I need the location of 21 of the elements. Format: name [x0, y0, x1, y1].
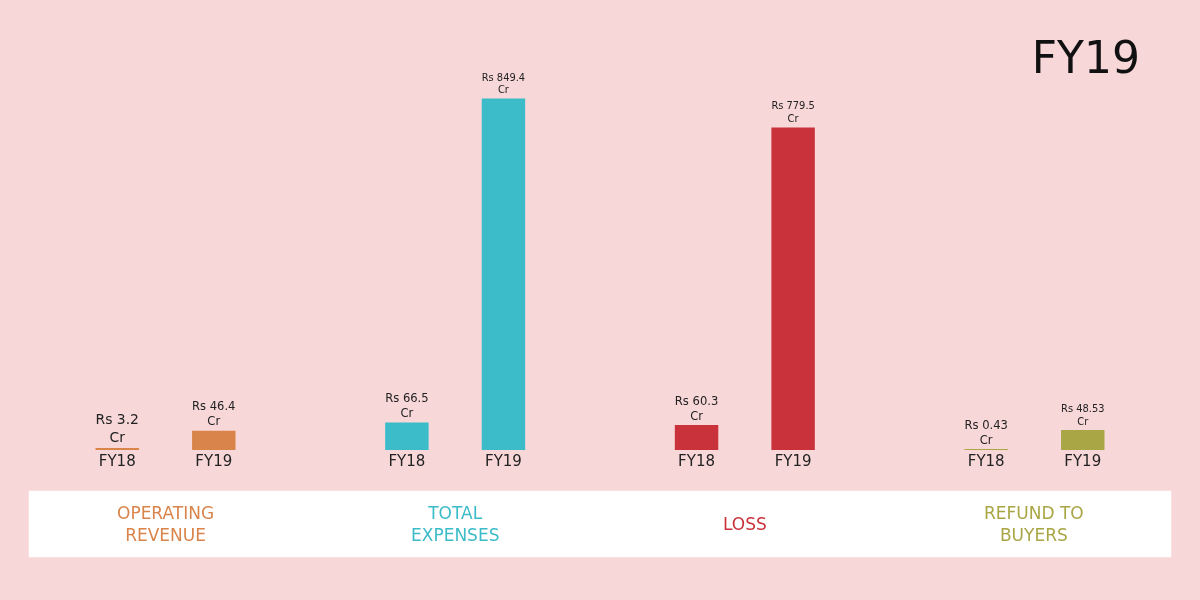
text: TOTAL EXPENSES	[411, 503, 500, 546]
x-tick-label: FY18	[967, 452, 1005, 470]
x-tick-label: FY18	[678, 452, 715, 470]
data-label: Rs 46.4 Cr	[192, 399, 236, 429]
data-label: Rs 3.2 Cr	[95, 410, 139, 446]
x-tick-label: FY19	[485, 452, 522, 470]
data-label: Rs 48.53 Cr	[1061, 402, 1105, 427]
x-tick-label: FY18	[98, 452, 136, 470]
x-tick-label: FY19	[195, 452, 233, 470]
data-label: Rs 849.4 Cr	[481, 71, 526, 96]
text: OPERATING REVENUE	[117, 503, 215, 546]
data-label: Rs 66.5 Cr	[385, 390, 429, 420]
data-label: Rs 0.43 Cr	[964, 417, 1008, 447]
x-tick-label: FY19	[774, 452, 812, 470]
data-label: Rs 779.5 Cr	[771, 100, 815, 125]
data-label: Rs 60.3 Cr	[674, 393, 719, 423]
x-tick-label: FY19	[1064, 452, 1102, 470]
x-tick-label: FY18	[388, 452, 426, 470]
text: LOSS	[723, 514, 767, 534]
text: REFUND TO BUYERS	[984, 503, 1084, 546]
chart-title: FY19	[1031, 31, 1140, 83]
